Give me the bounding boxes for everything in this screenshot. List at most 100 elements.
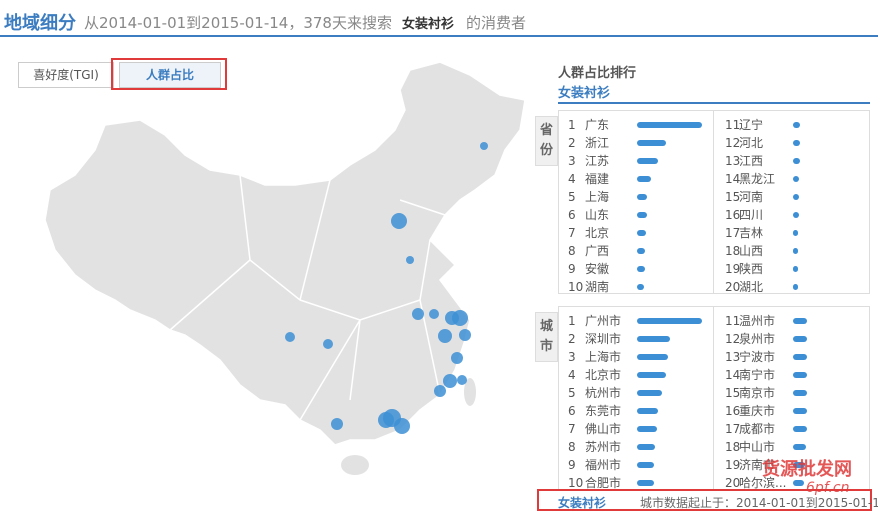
share-bar bbox=[637, 194, 647, 200]
region-name: 山西 bbox=[739, 244, 764, 258]
rank-number: 1 bbox=[568, 118, 576, 132]
bubble[interactable] bbox=[457, 375, 467, 385]
share-bar bbox=[637, 426, 657, 432]
rank-number: 9 bbox=[568, 458, 576, 472]
bubble[interactable] bbox=[438, 329, 452, 343]
bubble[interactable] bbox=[391, 213, 407, 229]
rank-row: 15 南京市 bbox=[725, 384, 870, 402]
share-bar bbox=[637, 336, 670, 342]
highlight-box bbox=[537, 489, 872, 511]
region-name: 南京市 bbox=[739, 386, 776, 400]
region-name: 福州市 bbox=[585, 458, 622, 472]
rank-row: 11 温州市 bbox=[725, 312, 870, 330]
rank-row: 5 杭州市 bbox=[568, 384, 713, 402]
bubble[interactable] bbox=[285, 332, 295, 342]
rank-row: 17 成都市 bbox=[725, 420, 870, 438]
rank-number: 1 bbox=[568, 314, 576, 328]
bubbles bbox=[285, 142, 488, 434]
rank-row: 20 湖北 bbox=[725, 278, 870, 296]
rank-number: 7 bbox=[568, 226, 576, 240]
section-label: 城市 bbox=[535, 312, 558, 362]
column-divider bbox=[713, 306, 714, 490]
rank-row: 10 合肥市 bbox=[568, 474, 713, 492]
map bbox=[44, 61, 526, 475]
rank-number: 5 bbox=[568, 190, 576, 204]
region-name: 广西 bbox=[585, 244, 610, 258]
region-name: 合肥市 bbox=[585, 476, 622, 490]
bubble[interactable] bbox=[406, 256, 414, 264]
share-bar bbox=[637, 140, 667, 146]
rank-row: 3 江苏 bbox=[568, 152, 713, 170]
region-name: 上海市 bbox=[585, 350, 622, 364]
region-name: 佛山市 bbox=[585, 422, 622, 436]
rank-number: 12 bbox=[725, 136, 741, 150]
rank-number: 10 bbox=[568, 476, 584, 490]
rank-row: 17 吉林 bbox=[725, 224, 870, 242]
rank-row: 5 上海 bbox=[568, 188, 713, 206]
rank-row: 18 中山市 bbox=[725, 438, 870, 456]
bubble[interactable] bbox=[429, 309, 439, 319]
share-bar bbox=[637, 462, 654, 468]
bubble[interactable] bbox=[434, 385, 446, 397]
watermark: 货源批发网 bbox=[762, 459, 852, 480]
region-name: 河南 bbox=[739, 190, 764, 204]
rank-number: 18 bbox=[725, 440, 741, 454]
tab[interactable]: 喜好度(TGI) bbox=[18, 62, 114, 88]
rank-row: 20 哈尔滨... bbox=[725, 474, 870, 492]
rank-number: 8 bbox=[568, 440, 576, 454]
rank-number: 20 bbox=[725, 476, 741, 490]
region-name: 杭州市 bbox=[585, 386, 622, 400]
region-name: 山东 bbox=[585, 208, 610, 222]
share-bar bbox=[793, 176, 799, 182]
region-name: 哈尔滨... bbox=[739, 476, 787, 490]
region-name: 重庆市 bbox=[739, 404, 776, 418]
footer-note: 城市数据起止于：2014-01-01到2015-01-14 bbox=[640, 496, 878, 510]
region-name: 南宁市 bbox=[739, 368, 776, 382]
rank-row: 13 宁波市 bbox=[725, 348, 870, 366]
region-name: 辽宁 bbox=[739, 118, 764, 132]
bubble[interactable] bbox=[323, 339, 333, 349]
rank-row: 13 江西 bbox=[725, 152, 870, 170]
tab-active[interactable]: 人群占比 bbox=[119, 62, 221, 88]
rank-number: 4 bbox=[568, 368, 576, 382]
bubble[interactable] bbox=[331, 418, 343, 430]
subtitle: 从2014-01-01到2015-01-14，378天来搜索 bbox=[84, 14, 392, 32]
region-name: 黑龙江 bbox=[739, 172, 776, 186]
rank-number: 7 bbox=[568, 422, 576, 436]
rank-row: 8 广西 bbox=[568, 242, 713, 260]
share-bar bbox=[793, 318, 808, 324]
region-name: 陕西 bbox=[739, 262, 764, 276]
rank-number: 13 bbox=[725, 350, 741, 364]
share-bar bbox=[793, 122, 800, 128]
region-name: 安徽 bbox=[585, 262, 610, 276]
bubble[interactable] bbox=[451, 352, 463, 364]
rank-number: 5 bbox=[568, 386, 576, 400]
share-bar bbox=[793, 230, 799, 236]
rank-number: 11 bbox=[725, 118, 741, 132]
region-name: 宁波市 bbox=[739, 350, 776, 364]
ranking-keyword: 女装衬衫 bbox=[558, 86, 611, 101]
share-bar bbox=[793, 462, 806, 468]
share-bar bbox=[793, 372, 808, 378]
region-name: 泉州市 bbox=[739, 332, 776, 346]
bubble[interactable] bbox=[443, 374, 457, 388]
share-bar bbox=[637, 266, 645, 272]
rank-row: 2 深圳市 bbox=[568, 330, 713, 348]
rank-number: 19 bbox=[725, 458, 741, 472]
region-name: 温州市 bbox=[739, 314, 776, 328]
bubble[interactable] bbox=[480, 142, 488, 150]
share-bar bbox=[637, 212, 647, 218]
bubble[interactable] bbox=[459, 329, 471, 341]
bubble[interactable] bbox=[394, 418, 410, 434]
region-name: 济南市 bbox=[739, 458, 776, 472]
share-bar bbox=[637, 408, 659, 414]
bubble[interactable] bbox=[452, 310, 468, 326]
island bbox=[464, 378, 476, 406]
region-name: 河北 bbox=[739, 136, 764, 150]
share-bar bbox=[793, 444, 806, 450]
bubble[interactable] bbox=[412, 308, 424, 320]
region-name: 上海 bbox=[585, 190, 610, 204]
rank-number: 18 bbox=[725, 244, 741, 258]
rank-row: 1 广东 bbox=[568, 116, 713, 134]
rank-number: 10 bbox=[568, 280, 584, 294]
